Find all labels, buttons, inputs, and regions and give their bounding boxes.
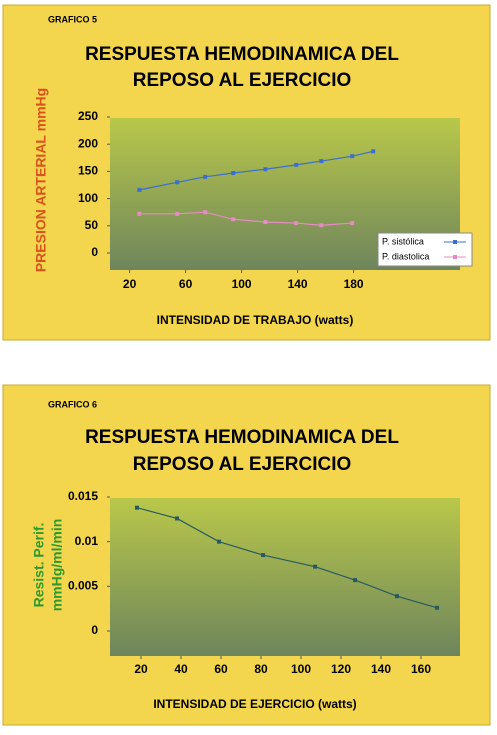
y-tick-label: 0.005 (68, 579, 98, 593)
point (350, 221, 355, 226)
y-axis-label: Resist. Perif. (31, 523, 47, 608)
x-tick-label: 180 (344, 277, 364, 291)
x-tick-label: 120 (331, 662, 351, 676)
point (203, 174, 208, 179)
point (371, 149, 376, 154)
x-tick-label: 140 (288, 277, 308, 291)
series-line (139, 211, 353, 226)
series-line (136, 507, 438, 609)
point (261, 553, 265, 558)
point (353, 578, 357, 583)
point (294, 162, 299, 167)
y-tick-label: 150 (78, 164, 98, 178)
point (137, 211, 142, 216)
chart-title: RESPUESTA HEMODINAMICA DEL (85, 427, 399, 448)
point (435, 605, 439, 610)
plot-area (110, 498, 460, 656)
chart-title: REPOSO AL EJERCICIO (133, 454, 352, 475)
point (231, 171, 236, 176)
y-tick-label: 200 (78, 136, 98, 150)
point (294, 221, 299, 226)
x-tick-label: 40 (174, 662, 188, 676)
point (263, 219, 268, 224)
point (313, 564, 317, 569)
panel-label: GRAFICO 5 (48, 14, 97, 24)
point (263, 167, 268, 172)
x-axis-label: INTENSIDAD DE TRABAJO (watts) (157, 313, 354, 327)
point (175, 516, 179, 521)
y-tick-label: 50 (85, 218, 99, 232)
point (319, 223, 324, 228)
chart-title: RESPUESTA HEMODINAMICA DEL (85, 44, 399, 65)
x-tick-label: 100 (232, 277, 252, 291)
x-tick-label: 140 (371, 662, 391, 676)
y-tick-label: 250 (78, 109, 98, 123)
legend-box (377, 232, 473, 267)
point (175, 211, 180, 216)
legend-marker (453, 255, 457, 259)
point (350, 154, 355, 159)
x-tick-label: 20 (134, 662, 148, 676)
point (395, 594, 399, 599)
y-axis-label: mmHg/ml/min (49, 519, 65, 612)
y-tick-label: 0 (91, 245, 98, 259)
panel-label: GRAFICO 6 (48, 399, 97, 409)
legend-label: P. sistólica (382, 236, 424, 246)
legend-marker (453, 240, 457, 244)
point (319, 159, 324, 164)
y-tick-label: 100 (78, 191, 98, 205)
x-tick-label: 60 (179, 277, 193, 291)
y-tick-label: 0.01 (75, 534, 99, 548)
point (217, 539, 221, 544)
x-axis-label: INTENSIDAD DE EJERCICIO (watts) (153, 697, 356, 711)
point (231, 217, 236, 222)
point (137, 187, 142, 192)
y-axis-label: PRESION ARTERIAL mmHg (33, 88, 49, 272)
chart-title: REPOSO AL EJERCICIO (133, 70, 352, 91)
y-tick-label: 0 (91, 623, 98, 637)
point (203, 210, 208, 215)
legend-label: P. diastolica (382, 251, 429, 261)
x-tick-label: 60 (214, 662, 228, 676)
point (175, 180, 180, 185)
y-tick-label: 0.015 (68, 489, 98, 503)
x-tick-label: 160 (411, 662, 431, 676)
x-tick-label: 80 (254, 662, 268, 676)
x-tick-label: 100 (291, 662, 311, 676)
x-tick-label: 20 (123, 277, 137, 291)
point (135, 505, 139, 510)
